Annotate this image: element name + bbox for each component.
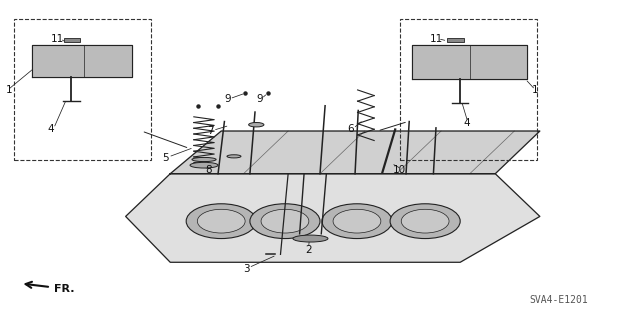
Ellipse shape	[261, 209, 309, 233]
Text: 4: 4	[463, 118, 470, 128]
Ellipse shape	[192, 158, 216, 161]
Text: 7: 7	[207, 126, 214, 136]
Text: 1: 1	[532, 85, 539, 95]
Polygon shape	[32, 45, 132, 77]
Bar	[14, 19, 151, 160]
Text: 2: 2	[305, 245, 312, 255]
Bar	[64, 38, 81, 42]
Text: 11: 11	[429, 34, 443, 44]
Bar	[447, 38, 464, 42]
Bar	[399, 19, 537, 160]
Ellipse shape	[197, 209, 245, 233]
Text: SVA4-E1201: SVA4-E1201	[529, 295, 588, 305]
Text: 1: 1	[6, 85, 12, 95]
Text: 9: 9	[256, 94, 263, 104]
Text: 5: 5	[163, 153, 169, 163]
Text: 3: 3	[243, 263, 250, 274]
Text: 9: 9	[224, 94, 231, 104]
Ellipse shape	[248, 122, 264, 127]
Text: 11: 11	[51, 34, 64, 44]
Ellipse shape	[186, 204, 256, 239]
Ellipse shape	[250, 204, 320, 239]
Text: 8: 8	[205, 165, 212, 174]
Ellipse shape	[227, 155, 241, 158]
Text: FR.: FR.	[26, 282, 74, 294]
Text: 10: 10	[393, 165, 406, 174]
Text: 4: 4	[48, 124, 54, 135]
Ellipse shape	[333, 209, 381, 233]
Ellipse shape	[190, 162, 218, 168]
Text: 6: 6	[348, 124, 354, 135]
Ellipse shape	[293, 235, 328, 242]
Polygon shape	[412, 45, 527, 79]
Polygon shape	[125, 174, 540, 262]
Polygon shape	[170, 131, 540, 174]
Ellipse shape	[322, 204, 392, 239]
Ellipse shape	[390, 204, 460, 239]
Ellipse shape	[401, 209, 449, 233]
